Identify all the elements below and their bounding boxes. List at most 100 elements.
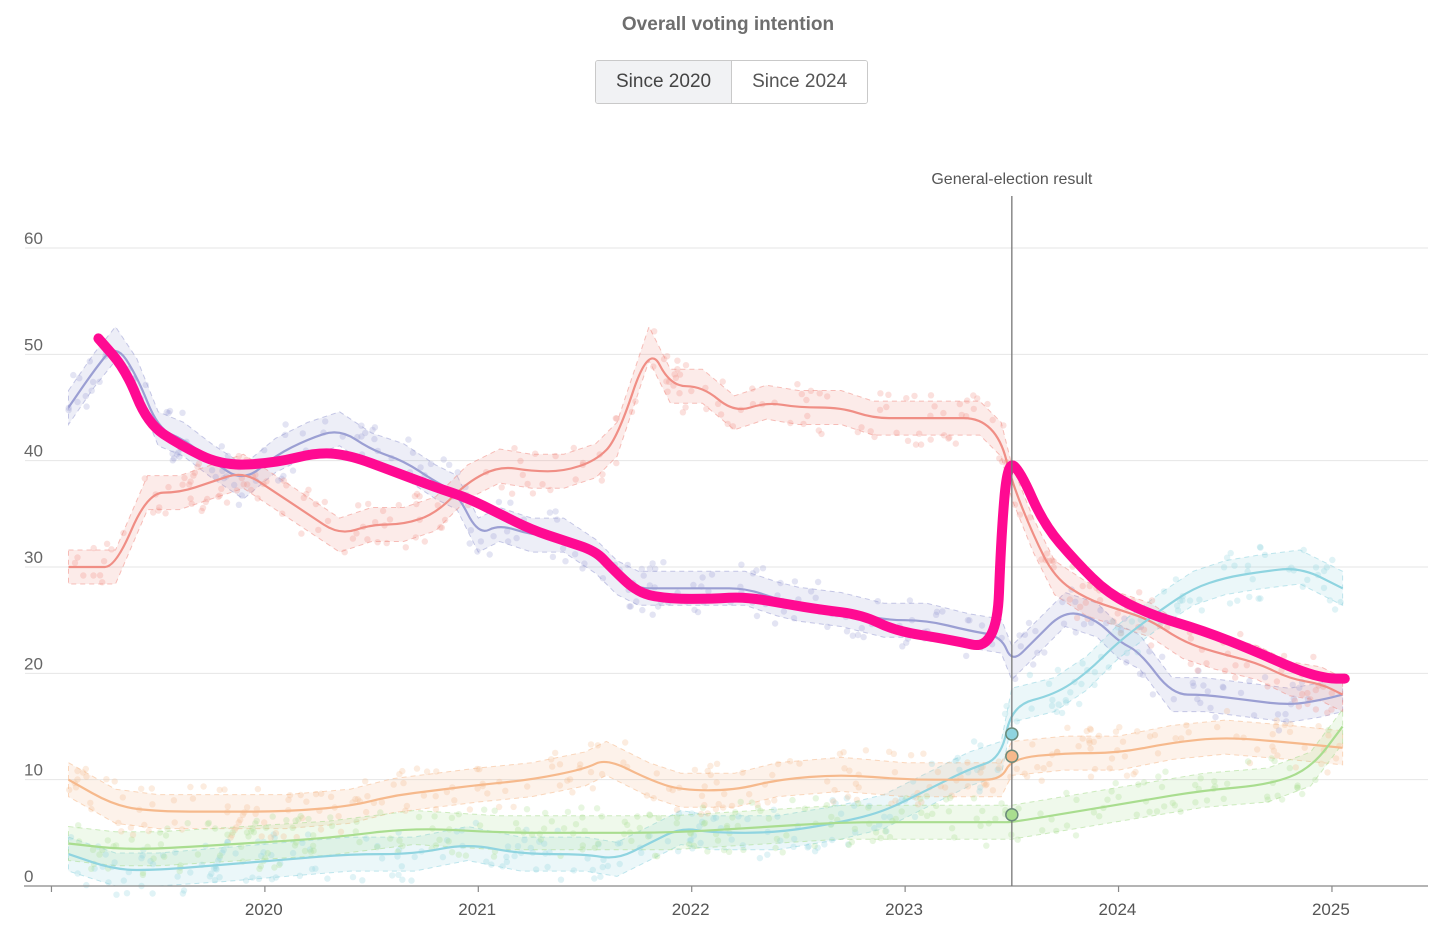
liberal-democrat-poll-dot <box>1130 771 1137 778</box>
green-poll-dot <box>579 842 586 849</box>
conservative-poll-dot <box>212 473 219 481</box>
liberal-democrat-poll-dot <box>1270 747 1278 754</box>
conservative-poll-dot <box>1059 598 1066 606</box>
liberal-democrat-poll-dot <box>364 793 371 800</box>
labour-poll-dot <box>876 406 884 414</box>
green-poll-dot <box>655 814 662 822</box>
labour-poll-dot <box>383 539 390 547</box>
liberal-democrat-poll-dot <box>754 801 761 808</box>
labour-poll-dot <box>682 404 689 411</box>
reform-poll-dot <box>211 877 219 884</box>
green-poll-dot <box>162 832 170 839</box>
green-poll-dot <box>1264 796 1272 803</box>
labour-poll-dot <box>187 478 194 485</box>
labour-poll-dot <box>120 529 127 537</box>
labour-poll-dot <box>674 357 681 364</box>
conservative-poll-dot <box>790 615 798 622</box>
conservative-poll-dot <box>854 631 862 639</box>
green-poll-dot <box>1294 784 1301 791</box>
reform-poll-dot <box>976 788 983 795</box>
labour-poll-dot <box>1295 703 1303 710</box>
conservative-poll-dot <box>362 429 369 437</box>
conservative-poll-dot <box>490 533 497 540</box>
since-2020-button[interactable]: Since 2020 <box>596 61 732 103</box>
conservative-poll-dot <box>824 623 831 630</box>
time-range-toggle[interactable]: Since 2020 Since 2024 <box>595 60 869 104</box>
liberal-democrat-poll-dot <box>1274 752 1281 759</box>
liberal-democrat-poll-dot <box>1034 763 1041 771</box>
y-tick-label-50: 50 <box>24 335 43 354</box>
green-poll-dot <box>514 826 522 833</box>
reform-poll-dot <box>1312 564 1320 571</box>
labour-poll-dot <box>1086 582 1094 590</box>
green-poll-dot <box>579 814 586 821</box>
liberal-democrat-poll-dot <box>892 797 899 804</box>
green-poll-dot <box>578 804 585 811</box>
reform-poll-dot <box>1062 697 1070 704</box>
reform-poll-dot <box>1246 593 1253 601</box>
reform-poll-dot <box>1109 618 1116 625</box>
conservative-poll-dot <box>759 565 767 572</box>
liberal-democrat-poll-dot <box>1315 723 1322 730</box>
conservative-poll-dot <box>278 475 285 482</box>
liberal-democrat-poll-dot <box>840 749 847 756</box>
labour-poll-dot <box>1038 556 1045 563</box>
labour-poll-dot <box>552 452 559 460</box>
reform-poll-dot <box>696 823 703 830</box>
labour-poll-dot <box>188 500 195 507</box>
conservative-poll-dot <box>1097 607 1104 614</box>
liberal-democrat-poll-dot <box>396 771 403 778</box>
green-trend-line <box>68 725 1344 850</box>
reform-poll-dot <box>697 839 704 847</box>
labour-poll-dot <box>703 405 710 413</box>
reform-poll-dot <box>1118 629 1125 637</box>
labour-poll-dot <box>103 540 111 547</box>
x-tick-label-2023: 2023 <box>885 900 923 919</box>
liberal-democrat-poll-dot <box>1269 731 1276 738</box>
labour-poll-dot <box>724 420 731 428</box>
reform-poll-dot <box>523 826 530 833</box>
reform-poll-dot <box>845 841 852 848</box>
y-tick-label-60: 60 <box>24 229 43 248</box>
reform-poll-dot <box>395 871 402 878</box>
liberal-democrat-poll-dot <box>995 758 1003 765</box>
liberal-democrat-poll-dot <box>1075 743 1082 750</box>
conservative-poll-dot <box>495 498 503 506</box>
green-poll-dot <box>979 807 986 815</box>
liberal-democrat-poll-dot <box>378 799 386 806</box>
labour-poll-dot <box>202 498 209 506</box>
conservative-poll-dot <box>280 472 287 480</box>
conservative-poll-dot <box>1021 631 1029 638</box>
conservative-poll-dot <box>738 561 745 568</box>
liberal-democrat-poll-dot <box>402 807 409 814</box>
labour-poll-dot <box>598 477 605 484</box>
liberal-democrat-poll-dot <box>171 819 178 826</box>
liberal-democrat-poll-dot <box>934 768 942 776</box>
liberal-democrat-poll-dot <box>720 804 727 811</box>
labour-poll-dot <box>1328 706 1335 713</box>
green-poll-dot <box>1278 796 1286 803</box>
liberal-democrat-poll-dot <box>432 793 439 800</box>
y-tick-label-0: 0 <box>24 867 33 886</box>
conservative-poll-dot <box>699 574 706 581</box>
labour-poll-dot <box>660 355 668 363</box>
reform-poll-dot <box>1227 549 1234 557</box>
labour-poll-dot <box>663 378 670 385</box>
liberal-democrat-poll-dot <box>1146 733 1154 740</box>
x-tick-label-2024: 2024 <box>1099 900 1137 919</box>
green-poll-dot <box>898 808 905 815</box>
liberal-democrat-poll-dot <box>1085 737 1093 744</box>
reform-poll-dot <box>113 891 120 898</box>
liberal-democrat-poll-dot <box>701 801 708 809</box>
reform-poll-dot <box>208 870 215 877</box>
labour-poll-dot <box>664 388 671 395</box>
reform-poll-dot <box>774 813 781 820</box>
labour-poll-dot <box>441 516 449 524</box>
green-poll-dot <box>564 808 572 816</box>
since-2024-button[interactable]: Since 2024 <box>731 61 868 103</box>
reform-poll-dot <box>928 760 936 767</box>
green-poll-dot <box>415 813 423 821</box>
labour-poll-dot <box>353 530 360 537</box>
green-poll-dot <box>848 838 855 846</box>
liberal-democrat-poll-dot <box>74 776 81 783</box>
